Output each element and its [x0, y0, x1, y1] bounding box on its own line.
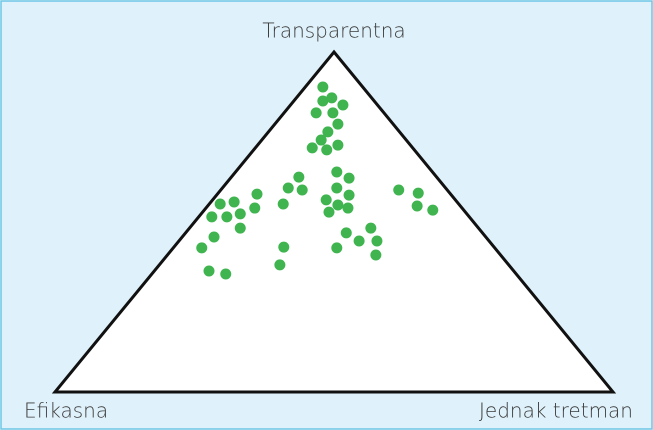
point — [331, 182, 343, 194]
point — [203, 265, 215, 277]
point — [343, 189, 355, 201]
right-label: Jednak tretman — [479, 399, 633, 423]
left-label: Efikasna — [24, 399, 108, 423]
point — [274, 259, 286, 271]
point — [337, 99, 349, 111]
point — [321, 144, 333, 156]
point — [322, 126, 334, 138]
point — [220, 268, 232, 280]
point — [206, 211, 218, 223]
point — [306, 142, 318, 154]
point — [365, 222, 377, 234]
point — [278, 241, 290, 253]
point — [282, 182, 294, 194]
point — [234, 222, 246, 234]
point — [221, 211, 233, 223]
point — [371, 235, 383, 247]
point — [310, 107, 322, 119]
point — [317, 95, 329, 107]
point — [332, 139, 344, 151]
point — [332, 118, 344, 130]
point — [332, 199, 344, 211]
point — [323, 206, 335, 218]
point — [411, 200, 423, 212]
top-label: Transparentna — [262, 19, 405, 43]
point — [317, 81, 329, 93]
point — [277, 198, 289, 210]
point — [293, 171, 305, 183]
point — [196, 242, 208, 254]
point — [326, 92, 338, 104]
point — [315, 134, 327, 146]
point — [412, 187, 424, 199]
point — [393, 184, 405, 196]
point — [370, 249, 382, 261]
point — [214, 198, 226, 210]
point — [342, 202, 354, 214]
point — [353, 235, 365, 247]
point — [340, 227, 352, 239]
point — [320, 194, 332, 206]
point — [208, 231, 220, 243]
point — [251, 188, 263, 200]
point — [343, 172, 355, 184]
point — [296, 184, 308, 196]
point — [327, 107, 339, 119]
point — [249, 202, 261, 214]
point — [331, 242, 343, 254]
point — [427, 204, 439, 216]
triangle — [51, 49, 617, 394]
point — [234, 208, 246, 220]
point — [331, 166, 343, 178]
point — [228, 196, 240, 208]
